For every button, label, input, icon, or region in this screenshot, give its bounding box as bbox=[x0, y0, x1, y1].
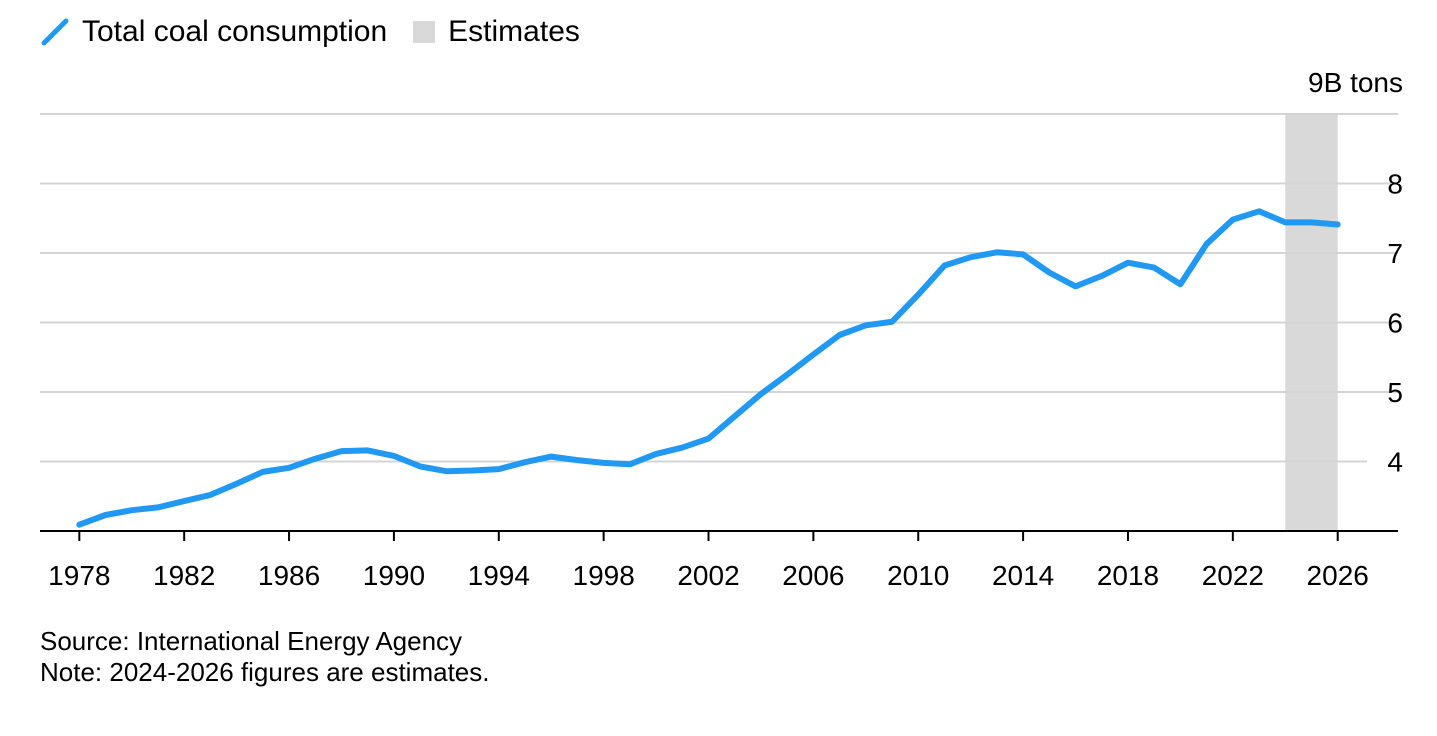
gridlines bbox=[40, 113, 1398, 463]
x-tick-label: 2022 bbox=[1202, 560, 1264, 591]
x-tick-label: 1986 bbox=[258, 560, 320, 591]
y-tick-label: 7 bbox=[1387, 238, 1403, 269]
line-chart: 1978 1982 1986 1990 1994 1998 2002 2006 2010 2014… bbox=[40, 67, 1403, 591]
estimate-note: Note: 2024-2026 figures are estimates. bbox=[40, 657, 490, 687]
legend-series-label: Total coal consumption bbox=[82, 15, 388, 48]
y-tick-label: 5 bbox=[1387, 377, 1403, 408]
x-tick-label: 1982 bbox=[153, 560, 215, 591]
legend-estimates-label: Estimates bbox=[448, 15, 580, 48]
y-axis-unit-label: 9B tons bbox=[1308, 67, 1403, 98]
y-tick-label: 8 bbox=[1387, 169, 1403, 200]
x-tick-label: 2002 bbox=[677, 560, 739, 591]
legend-item-series: Total coal consumption bbox=[40, 15, 387, 49]
x-axis: 1978 1982 1986 1990 1994 1998 2002 2006 2010 2014… bbox=[40, 530, 1398, 591]
footer: Source: International Energy Agency Note… bbox=[40, 626, 489, 688]
x-tick-label: 2018 bbox=[1097, 560, 1159, 591]
y-axis-labels: 4 5 6 7 8 9B tons bbox=[1308, 67, 1403, 478]
x-tick-label: 1978 bbox=[48, 560, 110, 591]
x-tick-label: 1998 bbox=[573, 560, 635, 591]
legend: Total coal consumption Estimates bbox=[40, 12, 606, 52]
x-tick-label: 2010 bbox=[887, 560, 949, 591]
y-tick-label: 6 bbox=[1387, 308, 1403, 339]
x-tick-label: 2014 bbox=[992, 560, 1054, 591]
source-note: Source: International Energy Agency bbox=[40, 626, 463, 656]
series-line-total-coal-consumption bbox=[76, 208, 1341, 528]
x-tick-label: 2026 bbox=[1307, 560, 1369, 591]
x-tick-label: 2006 bbox=[782, 560, 844, 591]
y-tick-label: 4 bbox=[1387, 447, 1403, 478]
x-tick-label: 1990 bbox=[363, 560, 425, 591]
legend-item-estimates: Estimates bbox=[413, 15, 580, 49]
series-group bbox=[76, 208, 1341, 528]
x-tick-label: 1994 bbox=[468, 560, 530, 591]
estimate-band-icon bbox=[413, 21, 436, 43]
line-series-icon bbox=[41, 18, 69, 46]
